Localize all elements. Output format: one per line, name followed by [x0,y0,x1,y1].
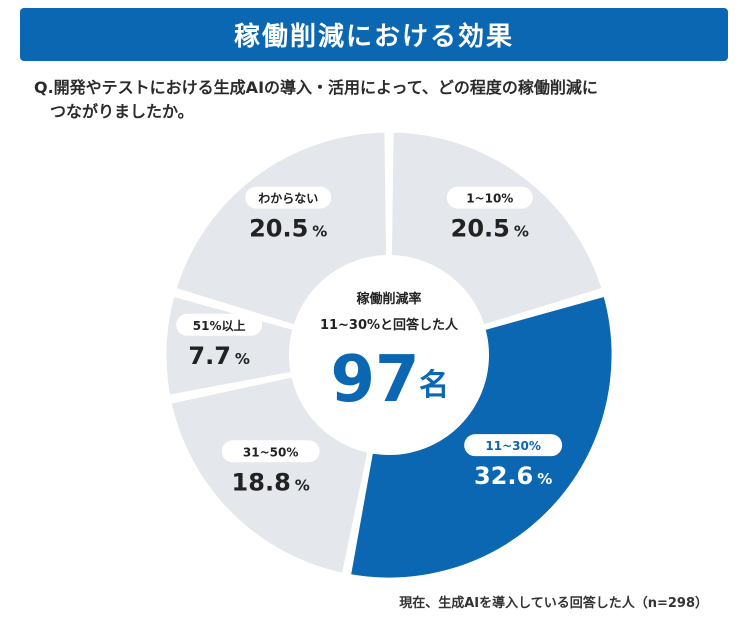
slice-value-label: 32.6% [474,462,552,490]
slice-category-label: 11~30% [485,439,540,453]
title-banner: 稼働削減における効果 [20,8,728,61]
question-text: Q.開発やテストにおける生成AIの導入・活用によって、どの程度の稼働削減に つな… [34,76,694,124]
donut-center-hole [289,255,489,455]
center-caption-1: 稼働削減率 [356,291,421,307]
slice-label-4: 51%以上 7.7% [176,313,263,370]
center-unit: 名 [419,368,449,403]
footnote: 現在、生成AIを導入している回答した人（n=298） [399,596,708,611]
slice-category-label: わからない [258,192,318,206]
slice-label-pill [176,313,263,336]
slice-label-1: 1~10% 20.5% [446,186,533,243]
slice-label-3: 31~50% 18.8% [221,440,320,496]
slice-category-label: 51%以上 [193,318,246,333]
slice-label-pill [245,186,332,209]
center-caption-2: 11~30%と回答した人 [320,317,459,333]
slice-category-label: 1~10% [466,192,513,206]
slice-label-pill [221,440,320,463]
slice-label-pill [446,186,533,209]
slice-value-label: 18.8% [232,468,310,496]
slice-label-pill [464,434,563,457]
slice-label-2: 11~30% 32.6% [464,434,563,490]
slice-value-label: 20.5% [249,215,327,243]
slice-label-5: わからない 20.5% [245,186,332,243]
question-line-2: つながりましたか。 [50,102,194,121]
slice-labels: 1~10% 20.5 % 11~30% 32.6 % 31~50% 18.8 % 51%以上 7.7… [176,186,563,496]
slice-value-label: 7.7% [188,342,250,370]
slice-category-label: 31~50% [243,445,298,459]
center-annotation: 稼働削減率 11~30%と回答した人 97 名 [320,291,459,417]
question-line-1: Q.開発やテストにおける生成AIの導入・活用によって、どの程度の稼働削減に [34,78,598,97]
page-title: 稼働削減における効果 [233,22,514,52]
center-number: 97 [330,343,419,417]
slice-value-label: 20.5% [451,215,529,243]
